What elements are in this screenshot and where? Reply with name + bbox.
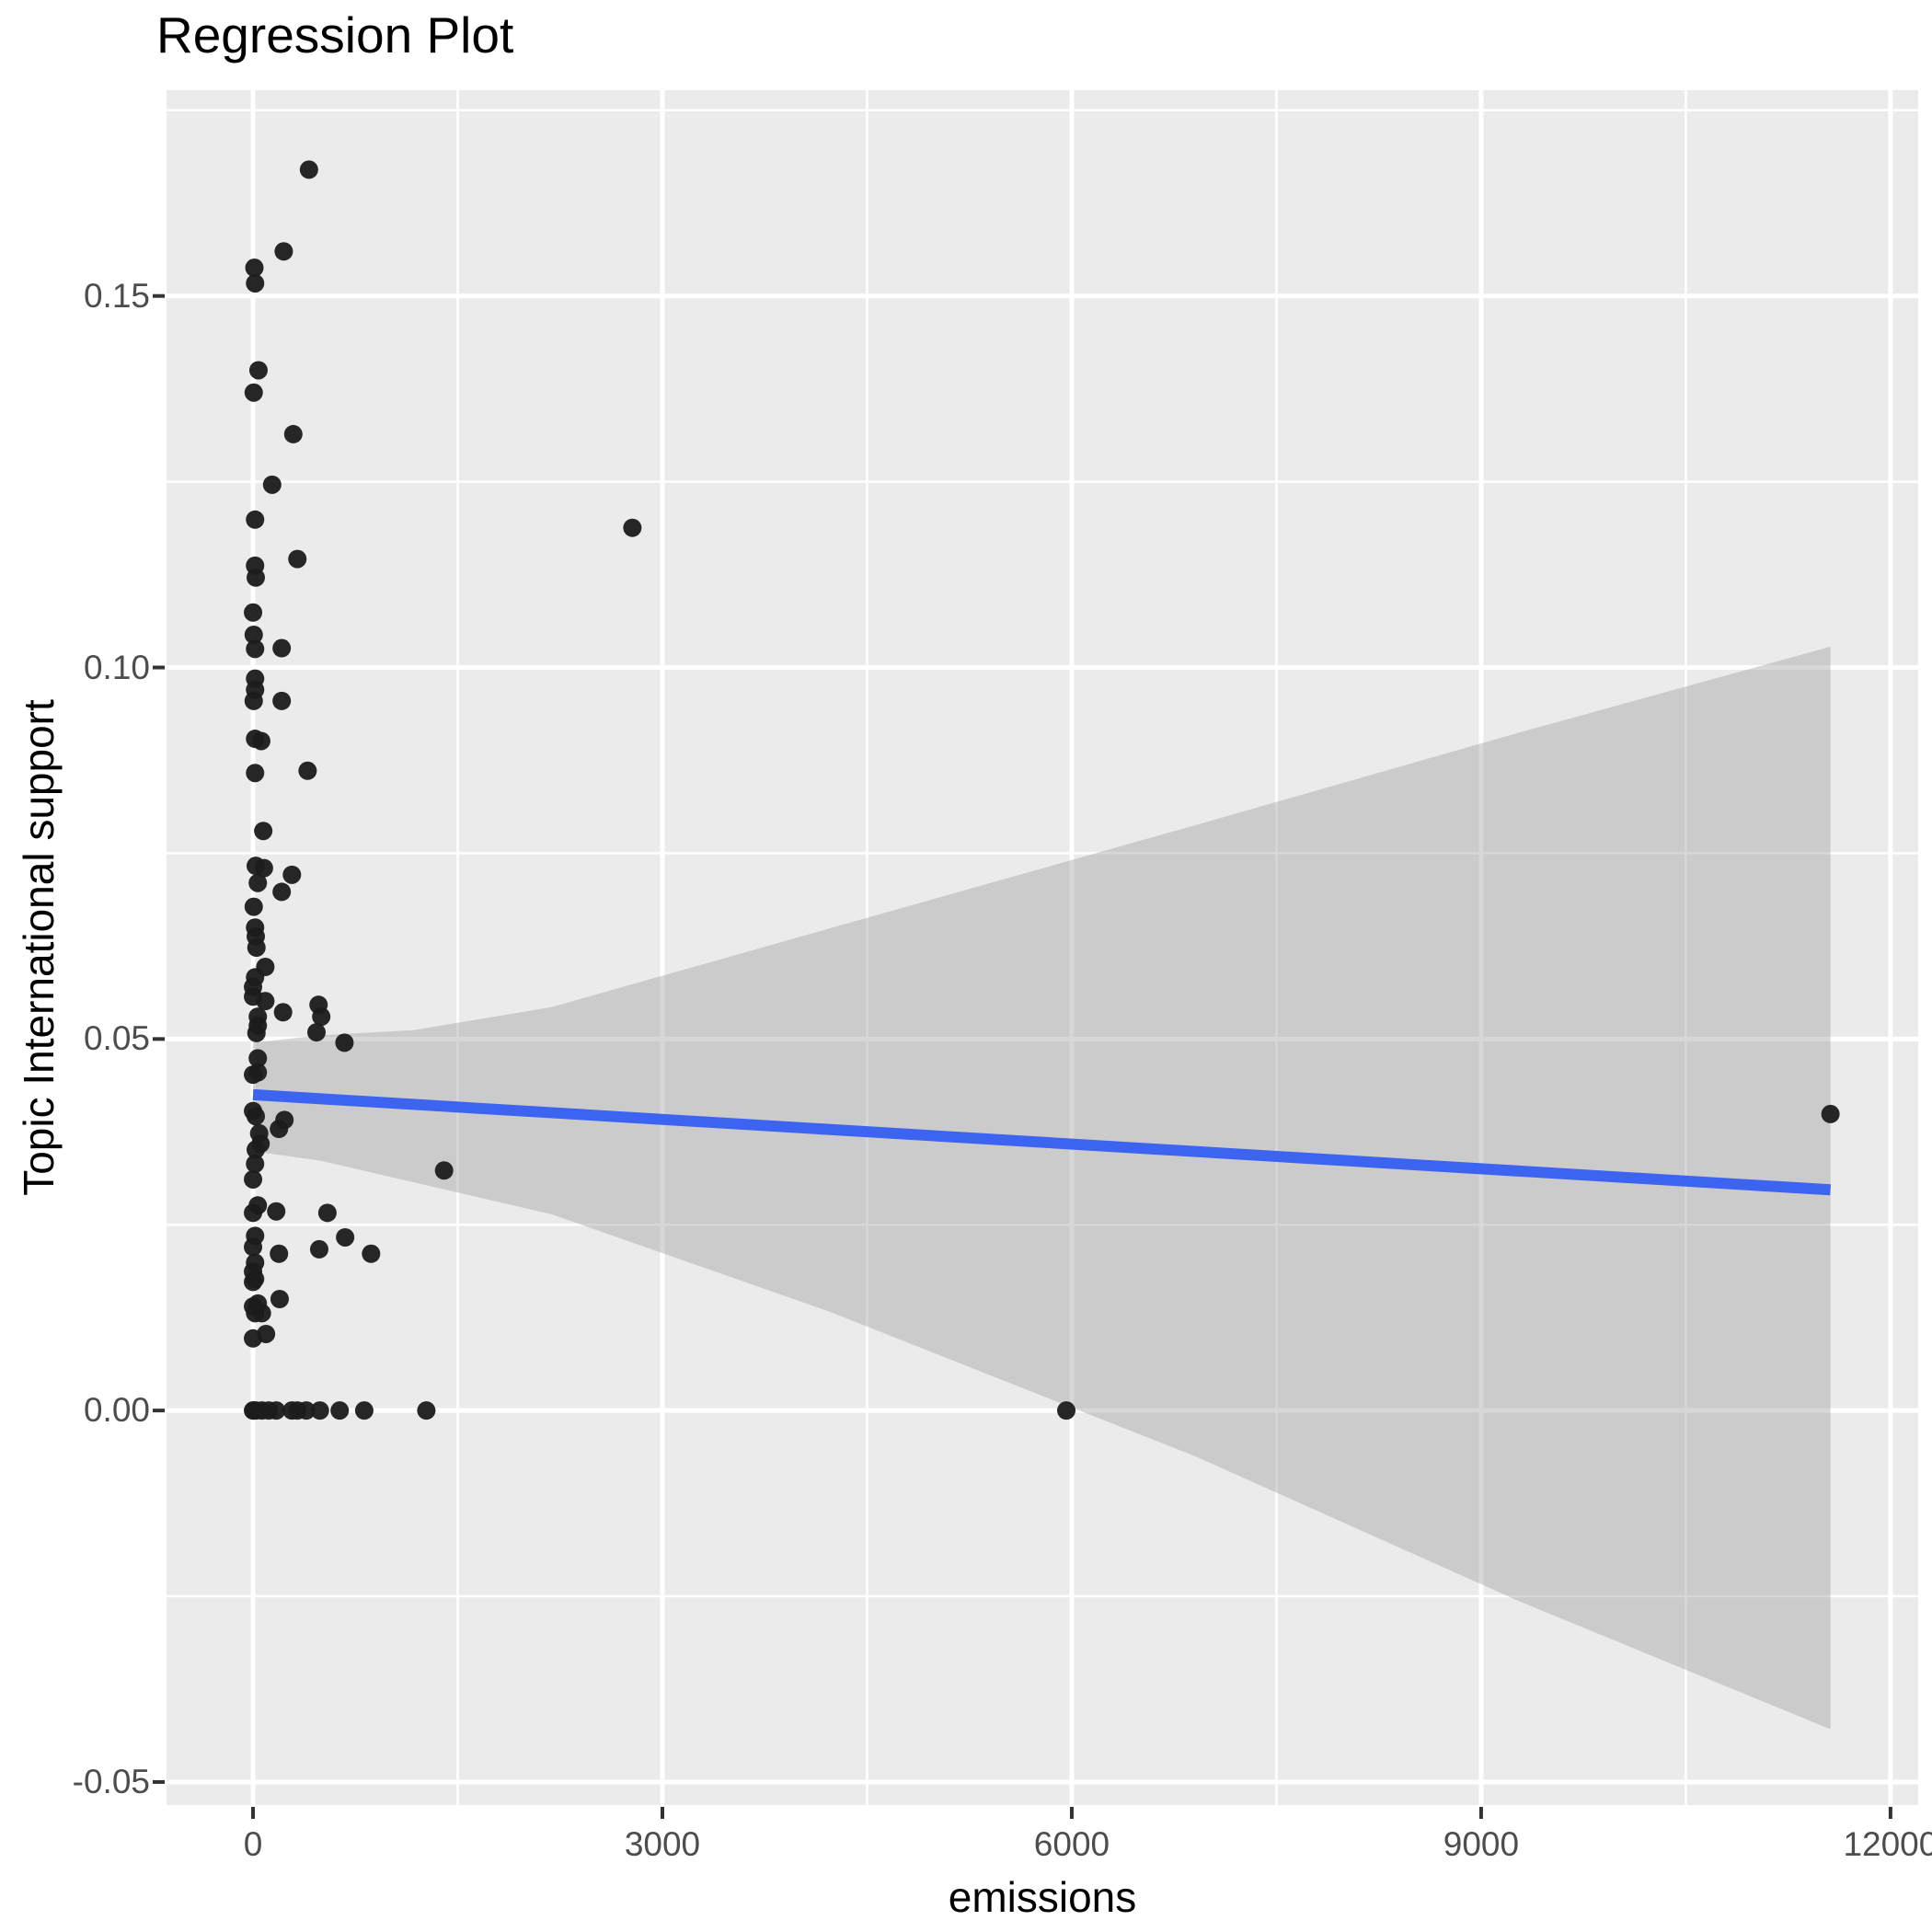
scatter-point [246,764,265,783]
scatter-point [272,882,292,902]
scatter-point [246,273,265,293]
y-tick-label: 0.05 [83,1019,150,1058]
scatter-point [247,1140,266,1159]
scatter-point [336,1227,355,1247]
scatter-point [362,1244,381,1263]
x-axis-title: emissions [948,1873,1137,1921]
scatter-point [247,1023,266,1042]
scatter-point [1821,1104,1840,1123]
scatter-point [248,1049,268,1068]
scatter-point [244,1237,263,1257]
scatter-point [245,259,264,278]
scatter-point [246,510,265,529]
scatter-point [270,1244,289,1263]
scatter-point [299,160,318,179]
y-tick-label: -0.05 [72,1762,150,1800]
scatter-point [272,691,292,710]
scatter-point [244,897,263,916]
scatter-point [244,1328,263,1348]
scatter-point [252,1304,271,1323]
scatter-point [274,242,293,261]
scatter-point [270,1290,289,1309]
scatter-point [434,1161,454,1180]
scatter-point [247,1107,266,1126]
scatter-point [307,1023,327,1042]
scatter-point [267,1401,286,1420]
scatter-point [254,822,273,841]
scatter-point [244,1169,263,1189]
scatter-point [247,568,266,587]
x-tick-label: 3000 [624,1825,701,1863]
scatter-point [270,1120,289,1139]
scatter-point [309,1239,328,1259]
scatter-point [267,1202,286,1221]
scatter-point [248,361,268,380]
scatter-point [256,992,275,1011]
scatter-point [283,424,303,443]
scatter-point [298,761,317,780]
y-tick-label: 0.00 [83,1391,150,1430]
scatter-point [244,383,263,402]
scatter-point [262,475,282,494]
plot-title: Regression Plot [156,6,514,63]
scatter-point [330,1401,350,1420]
scatter-point [244,691,263,710]
scatter-point [254,858,273,878]
scatter-point [244,1203,263,1223]
confidence-band [253,646,1831,1730]
x-tick-label: 9000 [1443,1825,1520,1863]
scatter-point [246,639,265,659]
scatter-point [282,865,302,884]
scatter-point [335,1033,354,1052]
scatter-point [272,638,292,658]
scatter-point [288,549,307,569]
scatter-point [312,1007,331,1027]
y-tick-label: 0.10 [83,648,150,686]
scatter-point [251,731,270,751]
x-tick-label: 12000 [1843,1825,1932,1863]
scatter-point [273,1003,293,1022]
scatter-point [417,1401,436,1420]
scatter-point [248,873,268,892]
scatter-point [244,1272,263,1292]
scatter-point [296,1401,316,1420]
scatter-point [244,603,263,622]
scatter-point [246,1155,265,1174]
scatter-point [244,1065,263,1085]
scatter-point [247,938,266,957]
x-tick-label: 6000 [1033,1825,1110,1863]
scatter-point [310,1401,329,1420]
scatter-point [623,518,642,537]
regression-line [252,1088,1831,1196]
scatter-point [354,1401,374,1420]
scatter-point [244,625,263,644]
y-tick-label: 0.15 [83,276,150,315]
x-tick-label: 0 [243,1825,263,1863]
scatter-point [1057,1401,1076,1420]
y-axis-title: Topic International support [15,699,63,1196]
scatter-point [317,1203,337,1223]
